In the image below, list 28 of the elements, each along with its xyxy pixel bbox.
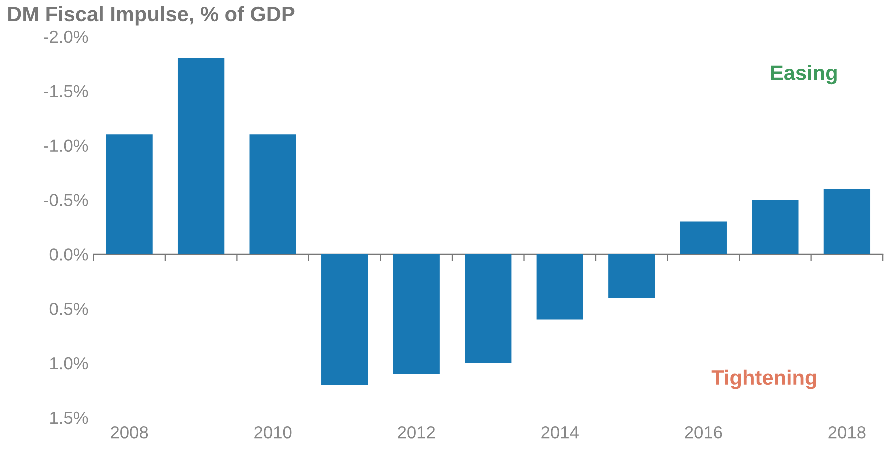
bar (536, 254, 584, 320)
bar (178, 58, 225, 254)
bar (322, 254, 368, 386)
x-tick-label: 2016 (685, 426, 722, 439)
x-tick-label: 2010 (254, 426, 292, 439)
bar (393, 254, 440, 374)
y-tick-label: -0.5% (44, 194, 88, 206)
y-tick-label: -1.5% (44, 85, 88, 98)
x-tick-label: 2018 (828, 426, 866, 439)
y-tick-label: 0.5% (50, 303, 88, 316)
y-tick-label: -1.0% (44, 140, 88, 152)
chart-title: DM Fiscal Impulse, % of GDP (8, 6, 295, 26)
annotation: Tightening (712, 370, 816, 390)
annotation: Easing (771, 65, 837, 85)
bar (465, 254, 512, 364)
bar (250, 134, 296, 254)
y-tick-label: 1.0% (50, 357, 88, 370)
bar (106, 134, 153, 254)
bar (752, 200, 799, 254)
x-tick-label: 2008 (111, 426, 148, 439)
y-tick-label: 1.5% (50, 412, 88, 424)
bar (680, 222, 727, 254)
bar (824, 189, 871, 254)
y-tick-label: -2.0% (44, 30, 88, 44)
bar (608, 254, 656, 298)
y-tick-label: 0.0% (50, 248, 88, 261)
x-tick-label: 2014 (542, 426, 579, 439)
x-tick-label: 2012 (398, 426, 436, 439)
